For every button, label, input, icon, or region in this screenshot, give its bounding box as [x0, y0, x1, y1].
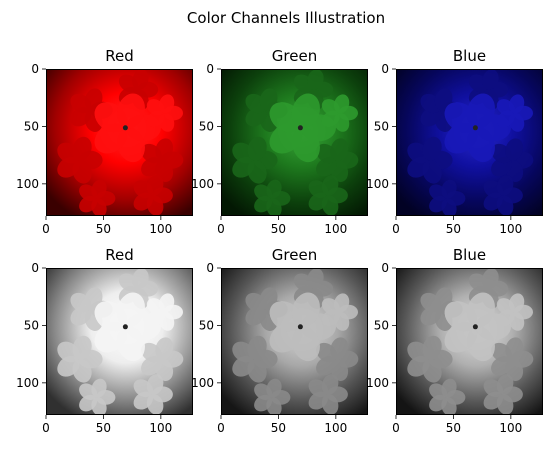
- panel-grid: Red 0 50 100 0 50 100 Green 0 50 100 0 50 100 Blue 0 50 1…: [16, 47, 543, 435]
- panel-color-red: Red 0 50 100 0 50 100: [16, 47, 193, 236]
- panel-gray-red: Red 0 50 100 0 50 100: [16, 246, 193, 435]
- y-tick-label: 50: [24, 318, 39, 332]
- x-tick-label: 0: [217, 222, 225, 236]
- x-tick-label: 50: [96, 421, 111, 435]
- x-tick-label: 100: [149, 222, 172, 236]
- y-tick-label: 0: [206, 261, 214, 275]
- y-tick-label: 50: [24, 119, 39, 133]
- channel-image: [396, 69, 543, 216]
- panel-title: Blue: [453, 246, 486, 264]
- y-tick-label: 0: [206, 62, 214, 76]
- y-tick-label: 0: [381, 62, 389, 76]
- x-tick-label: 100: [149, 421, 172, 435]
- panel-color-green: Green 0 50 100 0 50 100: [191, 47, 368, 236]
- channel-image: [221, 69, 368, 216]
- channel-image: [396, 268, 543, 415]
- x-tick-label: 0: [392, 421, 400, 435]
- x-tick-label: 50: [271, 222, 286, 236]
- y-tick-label: 100: [366, 376, 389, 390]
- panel-title: Red: [105, 246, 134, 264]
- y-tick-label: 100: [16, 376, 39, 390]
- channel-image: [46, 268, 193, 415]
- x-tick-label: 0: [42, 421, 50, 435]
- x-tick-label: 50: [446, 222, 461, 236]
- panel-title: Blue: [453, 47, 486, 65]
- channel-image: [221, 268, 368, 415]
- panel-gray-green: Green 0 50 100 0 50 100: [191, 246, 368, 435]
- panel-title: Green: [272, 47, 317, 65]
- x-tick-label: 100: [499, 421, 522, 435]
- x-tick-label: 100: [499, 222, 522, 236]
- x-tick-label: 50: [96, 222, 111, 236]
- y-tick-label: 50: [374, 318, 389, 332]
- y-tick-label: 100: [191, 177, 214, 191]
- channel-image: [46, 69, 193, 216]
- panel-title: Green: [272, 246, 317, 264]
- y-tick-label: 100: [191, 376, 214, 390]
- panel-gray-blue: Blue 0 50 100 0 50 100: [366, 246, 543, 435]
- y-tick-label: 50: [199, 318, 214, 332]
- x-tick-label: 0: [392, 222, 400, 236]
- y-tick-label: 0: [31, 62, 39, 76]
- x-tick-label: 50: [271, 421, 286, 435]
- x-tick-label: 0: [217, 421, 225, 435]
- y-tick-label: 100: [16, 177, 39, 191]
- x-tick-label: 50: [446, 421, 461, 435]
- x-tick-label: 100: [324, 222, 347, 236]
- x-tick-label: 0: [42, 222, 50, 236]
- x-tick-label: 100: [324, 421, 347, 435]
- y-tick-label: 50: [199, 119, 214, 133]
- y-tick-label: 50: [374, 119, 389, 133]
- y-tick-label: 0: [31, 261, 39, 275]
- panel-title: Red: [105, 47, 134, 65]
- figure-title: Color Channels Illustration: [187, 9, 385, 27]
- y-tick-label: 100: [366, 177, 389, 191]
- panel-color-blue: Blue 0 50 100 0 50 100: [366, 47, 543, 236]
- y-tick-label: 0: [381, 261, 389, 275]
